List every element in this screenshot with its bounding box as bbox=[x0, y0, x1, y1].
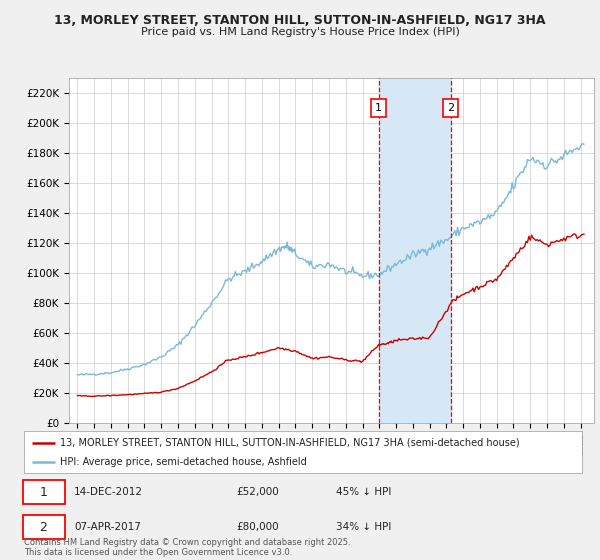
Bar bbox=[379, 78, 451, 423]
Text: HPI: Average price, semi-detached house, Ashfield: HPI: Average price, semi-detached house,… bbox=[60, 457, 307, 467]
FancyBboxPatch shape bbox=[23, 480, 65, 504]
Text: 13, MORLEY STREET, STANTON HILL, SUTTON-IN-ASHFIELD, NG17 3HA: 13, MORLEY STREET, STANTON HILL, SUTTON-… bbox=[54, 14, 546, 27]
Text: 1: 1 bbox=[40, 486, 47, 498]
Text: 2: 2 bbox=[40, 521, 47, 534]
Text: Contains HM Land Registry data © Crown copyright and database right 2025.
This d: Contains HM Land Registry data © Crown c… bbox=[24, 538, 350, 557]
Text: 1: 1 bbox=[375, 104, 382, 113]
Text: Price paid vs. HM Land Registry's House Price Index (HPI): Price paid vs. HM Land Registry's House … bbox=[140, 27, 460, 37]
Text: 45% ↓ HPI: 45% ↓ HPI bbox=[337, 487, 392, 497]
FancyBboxPatch shape bbox=[23, 515, 65, 539]
Text: £52,000: £52,000 bbox=[236, 487, 279, 497]
Text: 2: 2 bbox=[448, 104, 454, 113]
Text: £80,000: £80,000 bbox=[236, 522, 278, 532]
Text: 14-DEC-2012: 14-DEC-2012 bbox=[74, 487, 143, 497]
Text: 13, MORLEY STREET, STANTON HILL, SUTTON-IN-ASHFIELD, NG17 3HA (semi-detached hou: 13, MORLEY STREET, STANTON HILL, SUTTON-… bbox=[60, 437, 520, 447]
Text: 07-APR-2017: 07-APR-2017 bbox=[74, 522, 141, 532]
Text: 34% ↓ HPI: 34% ↓ HPI bbox=[337, 522, 392, 532]
